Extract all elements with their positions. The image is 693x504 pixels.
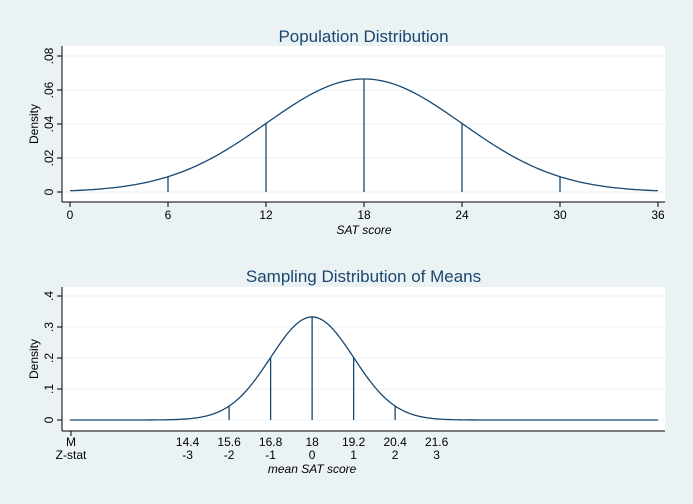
x-tick-label-m: 18 xyxy=(305,435,319,449)
y-tick-label: .06 xyxy=(42,81,56,98)
y-tick-label: 0 xyxy=(42,188,56,195)
density-curve xyxy=(70,316,658,421)
x-tick-label: 18 xyxy=(357,208,371,222)
x-tick-label-z: 2 xyxy=(392,448,399,462)
axes: 0.1.2.3.414.4-315.6-216.8-118019.2120.42… xyxy=(42,287,665,462)
x-tick-label: 36 xyxy=(651,208,665,222)
x-tick-label-z: 1 xyxy=(350,448,357,462)
x-tick-label: 0 xyxy=(67,208,74,222)
y-tick-label: .02 xyxy=(42,149,56,166)
x-tick-label-m: 21.6 xyxy=(425,435,449,449)
y-tick-label: .4 xyxy=(42,291,56,301)
x-tick-label-m: 16.8 xyxy=(259,435,283,449)
x-tick-label-z: -1 xyxy=(265,448,276,462)
y-tick-label: .04 xyxy=(42,115,56,132)
y-tick-label: .08 xyxy=(42,47,56,64)
x-axis-label: SAT score xyxy=(336,223,391,237)
x-tick-label-m: 20.4 xyxy=(383,435,407,449)
axes: 0 .02 .04 .06 .08 0 6 12 18 24 30 36 xyxy=(42,46,665,222)
chart-title: Sampling Distribution of Means xyxy=(246,267,481,286)
x-row-label-zstat: Z-stat xyxy=(56,448,87,462)
population-panel: 0 .02 .04 .06 .08 0 6 12 18 24 30 36 Population Dis… xyxy=(27,27,665,237)
vertical-lines xyxy=(167,78,561,192)
x-tick-label: 12 xyxy=(259,208,273,222)
y-tick-label: .1 xyxy=(42,384,56,394)
y-axis-label: Density xyxy=(27,104,41,144)
chart-title: Population Distribution xyxy=(278,27,448,46)
x-row-label-m: M xyxy=(66,435,76,449)
x-tick-label-z: 0 xyxy=(309,448,316,462)
x-axis-label: mean SAT score xyxy=(268,462,357,476)
y-tick-label: .3 xyxy=(42,322,56,332)
x-tick-label-z: 3 xyxy=(433,448,440,462)
x-tick-label-m: 15.6 xyxy=(217,435,241,449)
x-tick-label: 24 xyxy=(455,208,469,222)
x-tick-label-z: -3 xyxy=(182,448,193,462)
y-tick-label: .2 xyxy=(42,353,56,363)
y-tick-label: 0 xyxy=(42,416,56,423)
x-tick-label: 6 xyxy=(165,208,172,222)
vertical-lines xyxy=(228,316,396,420)
x-tick-label-z: -2 xyxy=(224,448,235,462)
density-curve xyxy=(69,78,659,192)
plot-area xyxy=(62,287,665,431)
x-tick-label: 30 xyxy=(553,208,567,222)
x-tick-label-m: 19.2 xyxy=(342,435,366,449)
sampling-panel: 0.1.2.3.414.4-315.6-216.8-118019.2120.42… xyxy=(27,267,665,476)
x-tick-label-m: 14.4 xyxy=(176,435,200,449)
y-axis-label: Density xyxy=(27,339,41,379)
